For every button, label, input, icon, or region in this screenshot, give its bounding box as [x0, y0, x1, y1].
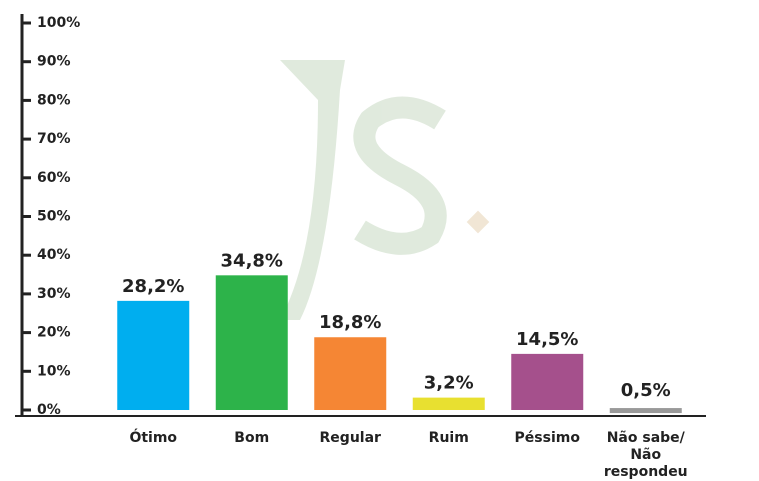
y-tick-label: 50%	[37, 209, 71, 225]
bar	[314, 337, 387, 410]
y-tick-label: 60%	[37, 170, 71, 186]
y-tick-label: 0%	[37, 402, 61, 418]
y-tick-label: 90%	[37, 54, 71, 70]
y-tick-label: 100%	[37, 15, 80, 31]
value-label: 14,5%	[516, 329, 578, 350]
bar	[117, 300, 190, 410]
x-tick-label: Ruim	[428, 430, 469, 446]
x-tick-label: Péssimo	[514, 430, 580, 446]
y-tick-label: 70%	[37, 131, 71, 147]
bar	[609, 408, 682, 414]
y-tick-label: 20%	[37, 325, 71, 341]
value-label: 28,2%	[122, 276, 184, 297]
page: 0% 10% 20% 30% 40% 50% 60% 70% 80% 90% 100% 28,2% 34…	[15, 14, 706, 480]
y-tick-label: 10%	[37, 363, 71, 379]
bar	[412, 397, 485, 410]
x-tick-label: Ótimo	[129, 430, 178, 446]
x-tick-label: Bom	[234, 430, 270, 446]
y-tick-label: 30%	[37, 286, 71, 302]
bar	[215, 275, 288, 410]
y-tick-label: 80%	[37, 92, 71, 108]
value-label: 3,2%	[424, 373, 474, 394]
value-label: 34,8%	[221, 250, 283, 271]
chart: 0% 10% 20% 30% 40% 50% 60% 70% 80% 90% 100% 28,2% 34…	[15, 14, 706, 418]
value-label: 18,8%	[319, 312, 381, 333]
watermark	[280, 60, 490, 320]
bar	[511, 353, 584, 410]
y-tick-label: 40%	[37, 247, 71, 263]
value-label: 0,5%	[621, 380, 671, 401]
x-tick-label: Regular	[319, 430, 381, 446]
x-tick-label: Não sabe/ Não respondeu	[603, 430, 688, 480]
